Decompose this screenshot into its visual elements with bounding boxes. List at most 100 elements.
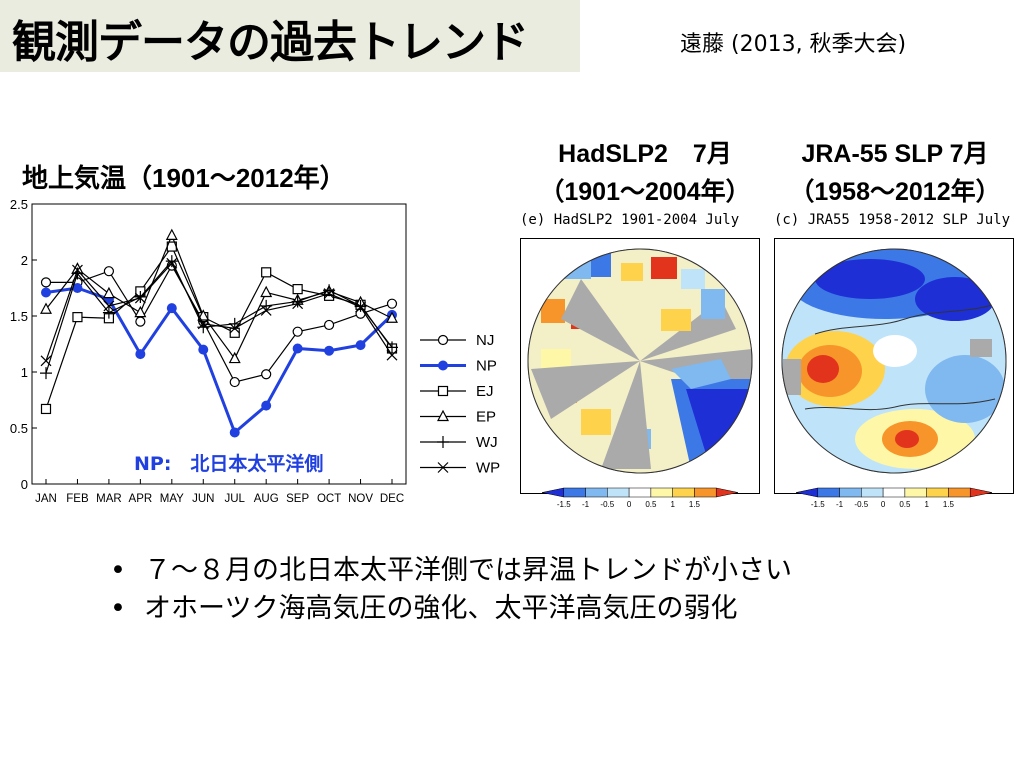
bullet-list: • ７～８月の北日本太平洋側では昇温トレンドが小さい • オホーツク海高気圧の強…	[110, 552, 792, 628]
plus-marker	[291, 295, 304, 308]
cross-marker	[323, 288, 335, 300]
plus-marker	[40, 367, 52, 380]
colorbar-cell	[607, 487, 630, 498]
colorbar-cell	[969, 487, 993, 498]
x-tick-label: JUN	[192, 493, 214, 505]
colorbar-tick-label: -0.5	[600, 500, 614, 509]
bullet-text: オホーツク海高気圧の強化、太平洋高気圧の弱化	[144, 593, 738, 624]
y-tick-label: 0	[21, 477, 28, 492]
square-marker	[261, 267, 272, 278]
colorbar-cell	[650, 487, 673, 498]
y-tick-label: 1.5	[10, 309, 28, 324]
y-tick-label: 1	[21, 365, 28, 380]
cross-marker	[197, 318, 209, 330]
colorbar-tick-label: 1	[670, 500, 675, 509]
x-tick-label: FEB	[66, 493, 89, 505]
dot-marker	[261, 400, 272, 411]
colorbar-tick-label: 0.5	[899, 500, 911, 509]
circle-marker	[386, 298, 398, 309]
dot-marker	[135, 349, 146, 360]
hadslp2-label-line1: HadSLP2 7月	[558, 140, 732, 168]
colorbar-cell	[628, 487, 652, 498]
circle-marker	[323, 319, 335, 331]
dot-marker	[166, 303, 177, 314]
circle-marker	[103, 266, 115, 277]
x-tick-label: OCT	[317, 493, 341, 505]
dot-marker	[41, 287, 51, 298]
colorbar-cell	[926, 487, 949, 498]
cross-marker	[292, 298, 304, 310]
cross-marker	[229, 322, 241, 334]
colorbar-cell	[795, 487, 819, 498]
x-tick-label: NOV	[348, 493, 373, 505]
y-tick-label: 2	[21, 253, 28, 268]
hadslp2-label-line2: （1901～2004年）	[539, 178, 751, 206]
bullet-text: ７～８月の北日本太平洋側では昇温トレンドが小さい	[144, 555, 792, 586]
colorbar-tick-label: 1	[924, 500, 929, 509]
colorbar-cell	[563, 487, 586, 498]
legend-label: EJ	[476, 383, 494, 400]
legend-entry: EP	[420, 409, 496, 426]
x-tick-label: SEP	[286, 493, 309, 505]
jra55-map-title: (c) JRA55 1958-2012 SLP July	[774, 212, 1011, 228]
triangle-marker	[386, 311, 398, 323]
bullet-item: • ７～８月の北日本太平洋側では昇温トレンドが小さい	[110, 552, 792, 590]
jra55-label-line2: （1958～2012年）	[789, 178, 1001, 206]
colorbar-tick-label: -1	[582, 500, 590, 509]
x-tick-label: AUG	[254, 493, 279, 505]
title-banner: 観測データの過去トレンド	[0, 0, 580, 72]
legend-entry: NP	[420, 358, 497, 375]
bullet-dot: •	[110, 593, 126, 624]
hadslp2-colorbar: -1.5 -1 -0.5 0 0.5 1 1.5	[541, 487, 739, 509]
dot-marker	[198, 344, 209, 355]
colorbar-tick-label: 0	[627, 500, 632, 509]
colorbar-tick-label: 1.5	[943, 500, 955, 509]
circle-marker	[261, 369, 272, 380]
jra55-colorbar: -1.5 -1 -0.5 0 0.5 1 1.5	[795, 487, 993, 509]
hadslp2-polar-map	[527, 248, 753, 474]
circle-marker	[229, 376, 240, 388]
bullet-dot: •	[110, 555, 126, 586]
triangle-marker	[437, 409, 449, 422]
hadslp2-map-panel: (e) HadSLP2 1901-2004 July	[520, 212, 760, 512]
colorbar-tick-label: 1.5	[689, 500, 701, 509]
x-tick-label: DEC	[380, 493, 404, 505]
circle-marker	[40, 277, 52, 288]
legend-entry: EJ	[420, 383, 494, 400]
colorbar-tick-label: 0.5	[645, 500, 657, 509]
triangle-marker	[134, 305, 147, 318]
legend-entry: WP	[420, 460, 500, 477]
square-marker	[437, 385, 449, 397]
hadslp2-label: HadSLP2 7月 （1901～2004年）	[520, 135, 770, 211]
temperature-trend-chart: 0 0.5 1 1.5 2 2.5 JAN FEB MAR APR MAY JUN JUL AUG SEP O…	[10, 197, 500, 505]
colorbar-cell	[694, 487, 717, 498]
legend-label: NJ	[476, 332, 494, 349]
series-wp	[40, 257, 398, 367]
legend-label: NP	[476, 358, 497, 375]
circle-marker	[437, 334, 449, 346]
y-tick-label: 0.5	[10, 421, 28, 436]
colorbar-cell	[839, 487, 862, 498]
square-marker	[72, 312, 83, 323]
bullet-item: • オホーツク海高気圧の強化、太平洋高気圧の弱化	[110, 590, 792, 628]
series-line	[45, 262, 393, 361]
x-tick-label: APR	[129, 493, 153, 505]
colorbar-tick-label: -1	[836, 500, 844, 509]
circle-marker	[135, 316, 146, 327]
jra55-label-line1: JRA-55 SLP 7月	[801, 140, 989, 168]
plus-marker	[386, 341, 398, 354]
cross-marker	[40, 355, 52, 367]
x-tick-label: JUL	[225, 493, 246, 505]
colorbar-cell	[861, 487, 884, 498]
cross-marker	[72, 264, 83, 276]
legend-label: WJ	[476, 434, 498, 451]
triangle-marker	[165, 228, 178, 240]
x-tick-label: MAY	[160, 493, 184, 505]
hadslp2-map-frame	[520, 238, 760, 494]
colorbar-cell	[904, 487, 927, 498]
jra55-polar-map	[781, 248, 1007, 474]
triangle-marker	[197, 309, 210, 321]
plus-marker	[437, 436, 449, 448]
hadslp2-map-title: (e) HadSLP2 1901-2004 July	[520, 212, 740, 228]
plot-frame	[31, 203, 407, 485]
